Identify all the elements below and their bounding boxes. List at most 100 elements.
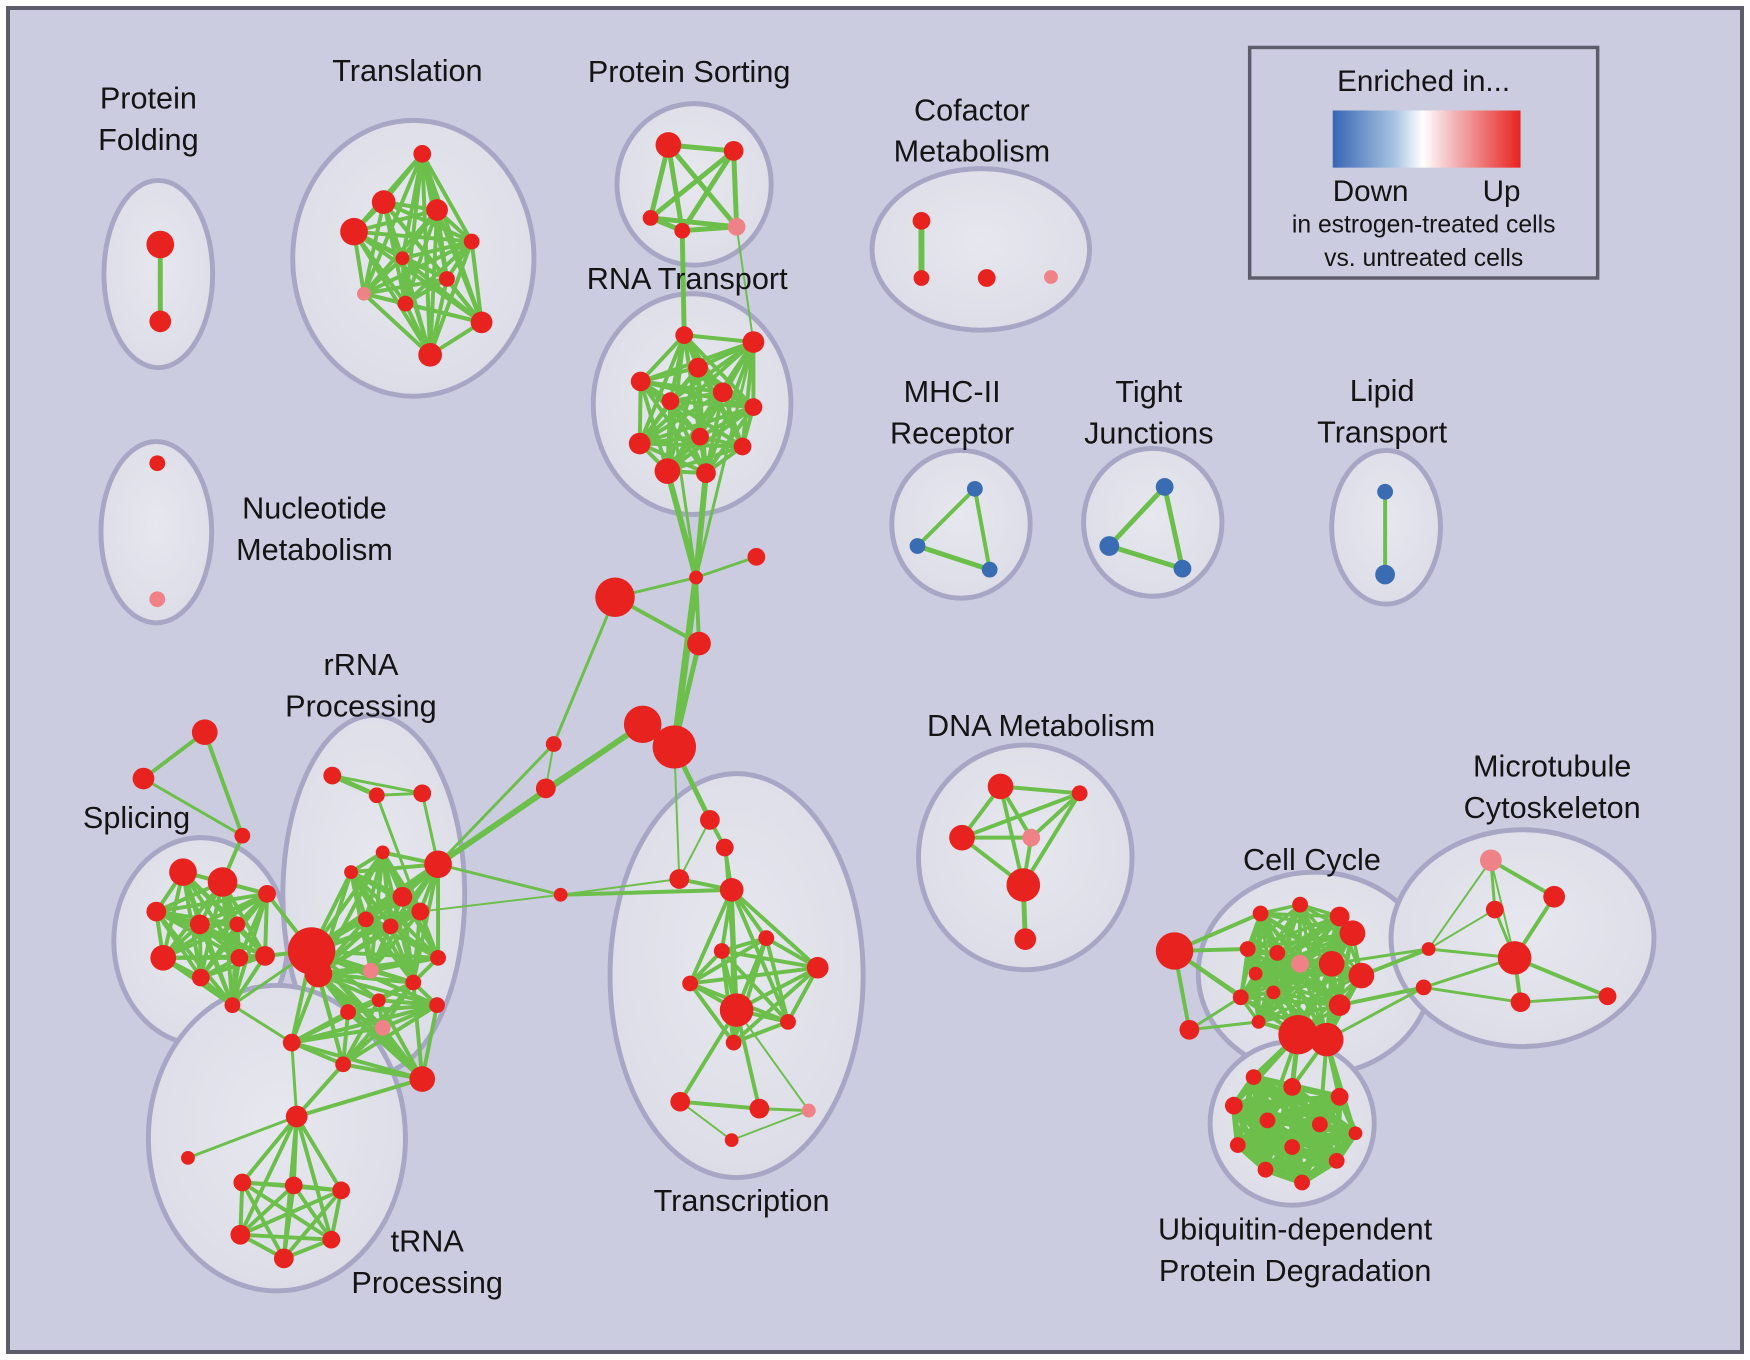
gene-set-node [655,132,682,158]
gene-set-node [630,371,651,392]
edge [1488,858,1557,899]
nodes-protein-folding [146,230,175,333]
edges-connectors [543,555,758,791]
gene-set-node [169,858,197,886]
edge [238,1114,299,1237]
gene-set-node [642,210,659,226]
edge [552,595,617,746]
edge [558,887,734,897]
gene-set-node [146,230,175,259]
gene-set-node [700,810,720,830]
gene-set-node [674,222,691,239]
gene-set-node [1328,1152,1345,1169]
edge [734,1008,762,1111]
edge [559,878,681,896]
gene-set-node [335,1056,352,1073]
edge [678,1099,762,1111]
edge [316,971,346,1067]
edge [238,1188,344,1237]
gene-set-node [470,311,493,334]
gene-set-node [234,827,251,844]
nodes-transcription [553,810,829,1148]
gene-set-node [1022,828,1041,847]
gene-set-node [628,432,651,455]
cluster-label-rna-transport: RNA Transport [587,262,788,296]
gene-set-node [1251,1015,1266,1029]
gene-set-node [749,1098,770,1119]
edge [688,936,769,986]
edge [368,909,423,973]
edge [1253,931,1355,976]
edge [1427,908,1496,950]
edge [368,955,441,973]
edge [764,936,790,1024]
nodes-translation [340,144,493,367]
cluster-ellipse-dna-metabolism [916,742,1135,973]
cluster-label-cofactor-metabolism: Cofactor [914,93,1030,127]
edge [915,486,977,548]
edge [637,333,687,446]
gene-set-node [727,217,746,236]
gene-set-node [224,997,241,1014]
link-edge [419,893,562,913]
cluster-label-ubiquitin-degradation: Protein Degradation [1159,1254,1431,1288]
gene-set-node [1328,994,1351,1016]
edge [186,1115,299,1160]
edge [1239,947,1250,999]
cluster-ellipse-tight-junctions [1081,445,1225,599]
gene-set-node [682,975,699,992]
gene-set-node [981,561,998,578]
gene-set-node [949,824,975,851]
gene-set-node [132,767,155,790]
gene-set-node [323,766,342,785]
cluster-label-transcription: Transcription [654,1184,830,1218]
edge [688,887,734,986]
gene-set-node [1239,941,1256,957]
gene-set-node [553,887,568,902]
gene-set-node [149,310,172,333]
edge [1253,971,1342,1007]
gene-set-node [392,886,413,907]
gene-set-node [909,538,926,554]
gene-set-node [1329,906,1350,927]
gene-set-node [397,295,414,312]
gene-set-node [535,778,556,799]
gene-set-node [1006,868,1041,902]
gene-set-node [375,845,390,860]
gene-set-node [688,357,708,378]
gene-set-node [1318,950,1345,977]
link-edge [230,1003,294,1045]
edge [411,980,425,1082]
edge [291,1183,334,1242]
edge [1187,995,1243,1032]
cluster-labels-layer: Protein Folding Translation Protein Sorting… [83,54,1641,1300]
gene-set-node [913,270,930,286]
gene-set-node [1248,966,1263,981]
edge [411,909,423,985]
cluster-label-mhc-ii-receptor: Receptor [890,417,1014,451]
gene-set-node [744,398,763,416]
gene-set-node [255,946,275,966]
edge [665,142,740,230]
gene-set-node [758,930,775,947]
link-edge [679,228,687,338]
cluster-label-protein-folding: Folding [98,123,198,157]
gene-set-node [229,916,246,933]
gene-set-node [1283,1078,1302,1096]
nodes-cofactor-metabolism [912,211,1058,287]
gene-set-node [987,773,1014,800]
edge [388,924,441,960]
edge [729,887,820,970]
gene-set-node [966,480,983,497]
cluster-label-tight-junctions: Tight [1115,375,1182,409]
edge [1021,791,1082,887]
edge [637,441,708,476]
edge [202,730,245,838]
gene-set-node [340,217,368,246]
nodes-mhc-ii-receptor [909,480,998,578]
edge [361,256,405,296]
gene-set-node [149,455,166,472]
gene-set-node [1224,1096,1243,1115]
cluster-label-mhc-ii-receptor: MHC-II [904,375,1001,409]
edge [1427,859,1492,950]
